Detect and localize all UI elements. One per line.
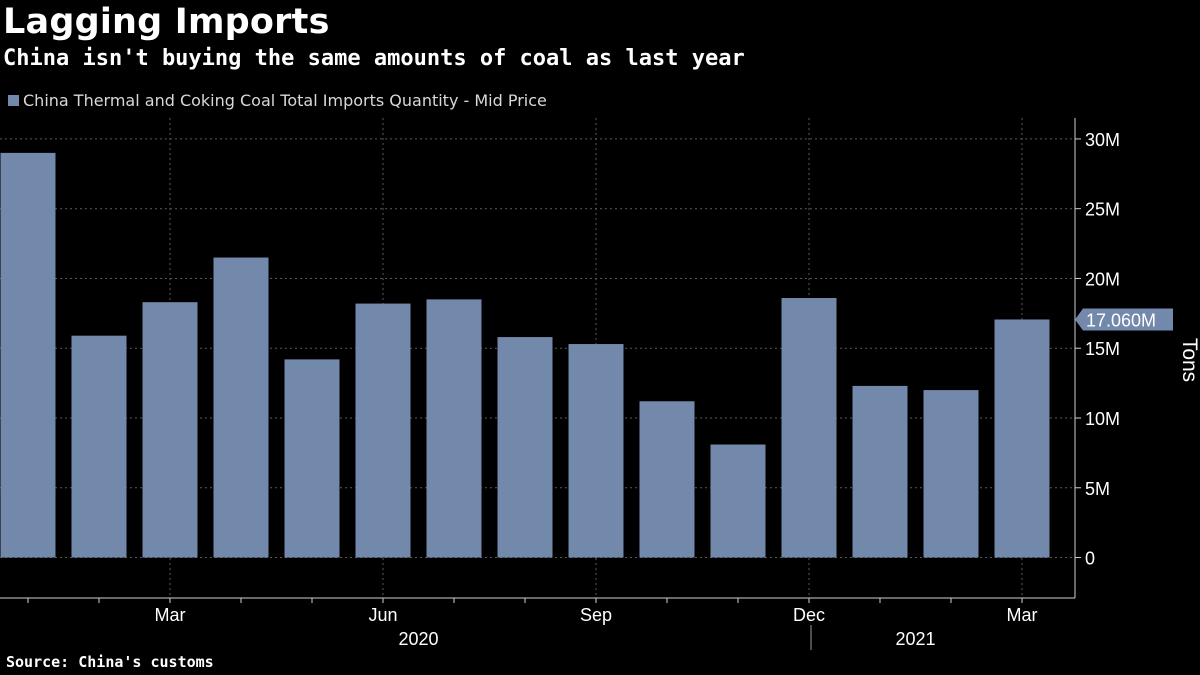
- bar: [0, 152, 56, 558]
- bar: [710, 444, 766, 558]
- x-tick-label: Dec: [793, 605, 825, 625]
- bar: [994, 319, 1050, 558]
- y-axis-title: Tons: [1178, 338, 1200, 382]
- bar: [284, 359, 340, 558]
- chart-subtitle: China isn't buying the same amounts of c…: [3, 46, 745, 71]
- y-tick-label: 10M: [1085, 409, 1120, 429]
- bar: [923, 390, 979, 558]
- x-tick-label: Sep: [580, 605, 612, 625]
- legend-swatch: [8, 95, 19, 106]
- x-tick-label: Mar: [1007, 605, 1038, 625]
- bar: [213, 257, 269, 558]
- bar: [426, 299, 482, 558]
- last-value-label: 17.060M: [1086, 310, 1156, 330]
- bar: [71, 335, 127, 558]
- year-label: 2021: [895, 629, 935, 649]
- x-tick-label: Jun: [368, 605, 397, 625]
- legend-label: China Thermal and Coking Coal Total Impo…: [23, 91, 547, 110]
- bar: [852, 385, 908, 558]
- x-tick-label: Mar: [155, 605, 186, 625]
- last-value-tag: [1075, 308, 1173, 331]
- bar: [355, 303, 411, 558]
- bar: [781, 298, 837, 558]
- bar: [142, 302, 198, 558]
- y-tick-label: 25M: [1085, 200, 1120, 220]
- y-tick-label: 20M: [1085, 269, 1120, 289]
- bar: [497, 337, 553, 558]
- y-tick-label: 0: [1085, 549, 1095, 569]
- y-tick-label: 30M: [1085, 130, 1120, 150]
- year-label: 2020: [398, 629, 438, 649]
- y-tick-label: 5M: [1085, 479, 1110, 499]
- source-note: Source: China's customs: [6, 653, 214, 671]
- bar: [639, 401, 695, 558]
- legend: China Thermal and Coking Coal Total Impo…: [8, 91, 547, 110]
- chart-title: Lagging Imports: [3, 2, 330, 42]
- y-tick-label: 15M: [1085, 339, 1120, 359]
- bar: [568, 344, 624, 558]
